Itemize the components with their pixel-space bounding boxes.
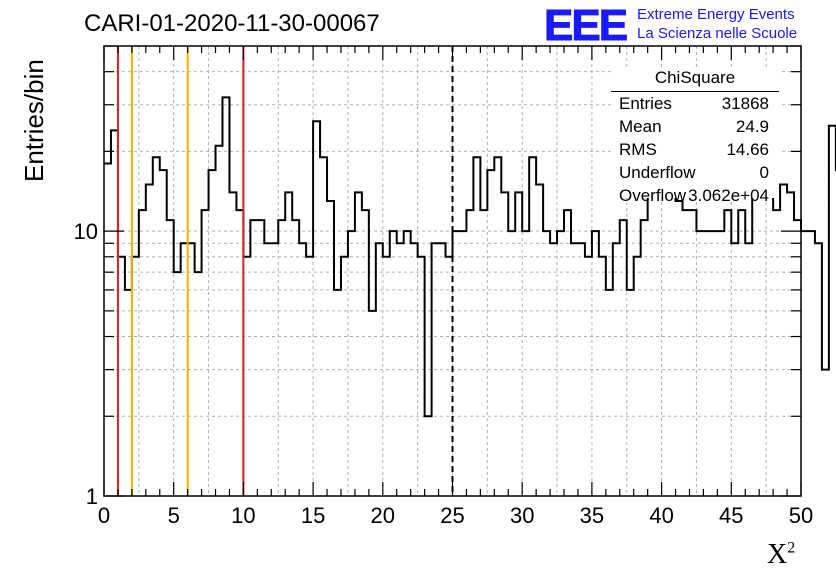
histogram-series [104,96,836,418]
logo-line2: La Scienza nelle Scuole [637,25,798,42]
chart-title: CARI-01-2020-11-30-00067 [84,10,380,37]
y-axis-label: Entries/bin [19,59,49,182]
stats-value: 3.062e+04 [688,186,769,205]
stats-key: RMS [619,140,657,159]
stats-key: Mean [619,117,662,136]
stats-row-mean: Mean 24.9 [619,117,769,139]
y-tick-label: 1 [86,484,98,509]
x-tick-label: 45 [719,503,743,528]
x-axis-label: X2 [767,539,796,570]
stats-divider [611,91,779,92]
stats-row-underflow: Underflow 0 [619,163,769,185]
stats-box: ChiSquare Entries 31868 Mean 24.9 RMS 14… [611,68,779,205]
stats-title: ChiSquare [654,68,736,87]
x-tick-label: 35 [580,503,604,528]
stats-row-entries: Entries 31868 [619,94,769,116]
stats-row-rms: RMS 14.66 [619,140,769,162]
x-tick-label: 20 [371,503,395,528]
x-tick-label: 5 [168,503,180,528]
x-tick-label: 30 [510,503,534,528]
stats-key: Overflow [619,186,687,205]
stats-value: 14.66 [726,140,769,159]
stats-value: 0 [759,163,769,182]
x-tick-label: 50 [789,503,813,528]
logo-mark: EEE [544,4,627,44]
x-tick-label: 15 [301,503,325,528]
y-tick-label: 10 [74,219,98,244]
x-tick-label: 25 [440,503,464,528]
logo-line1: Extreme Energy Events [637,6,795,23]
stats-key: Underflow [619,163,696,182]
x-tick-label: 0 [98,503,110,528]
stats-value: 24.9 [735,117,769,136]
x-tick-label: 10 [231,503,255,528]
stats-row-overflow: Overflow 3.062e+04 [619,186,769,208]
stats-value: 31868 [721,94,769,113]
eee-logo: EEE [544,4,629,44]
x-tick-label: 40 [649,503,673,528]
stats-key: Entries [619,94,672,113]
